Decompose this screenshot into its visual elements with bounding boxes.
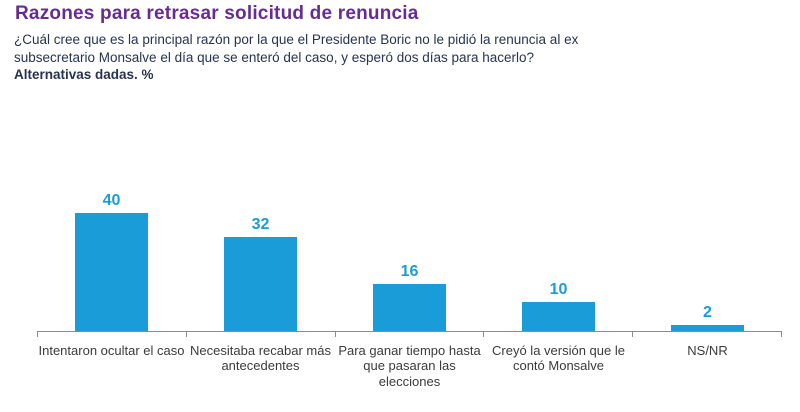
category-label: Intentaron ocultar el caso	[38, 343, 185, 358]
category-label: NS/NR	[687, 343, 728, 358]
bar	[373, 283, 446, 331]
bar-chart: 40 32 16 10 2 Intentaron ocultar el caso Nece…	[37, 181, 782, 389]
bar-group: 10	[484, 280, 633, 331]
page-title: Razones para retrasar solicitud de renun…	[15, 3, 419, 24]
x-axis-labels: Intentaron ocultar el caso Necesitaba rec…	[37, 337, 782, 389]
alternatives-note: Alternativas dadas. %	[14, 67, 154, 82]
bar-group: 16	[335, 263, 484, 331]
bar	[224, 236, 297, 331]
bar-value-label: 32	[251, 215, 270, 233]
bar	[522, 301, 595, 331]
axis-tick	[632, 332, 781, 337]
axis-tick	[483, 332, 632, 337]
category-label: Creyó la versión que le contó Monsalve	[492, 343, 625, 374]
bar-value-label: 2	[703, 304, 712, 322]
category-label: Para ganar tiempo hasta que pasaran las …	[338, 343, 481, 389]
bar-value-label: 40	[102, 192, 121, 209]
bar-group: 32	[186, 216, 335, 331]
survey-question: ¿Cuál cree que es la principal razón por…	[14, 32, 579, 65]
bar-group: 40	[37, 192, 186, 331]
bar-group: 2	[633, 304, 782, 331]
bar-value-label: 10	[549, 280, 568, 298]
axis-tick	[334, 332, 484, 337]
bar-value-label: 16	[400, 262, 419, 280]
category-label: Necesitaba recabar más antecedentes	[190, 343, 331, 374]
plot-area: 40 32 16 10 2	[37, 181, 782, 332]
bar	[671, 325, 744, 331]
axis-tick	[37, 332, 186, 337]
bar	[75, 213, 148, 331]
axis-tick	[185, 332, 335, 337]
x-axis-ticks	[37, 332, 782, 337]
